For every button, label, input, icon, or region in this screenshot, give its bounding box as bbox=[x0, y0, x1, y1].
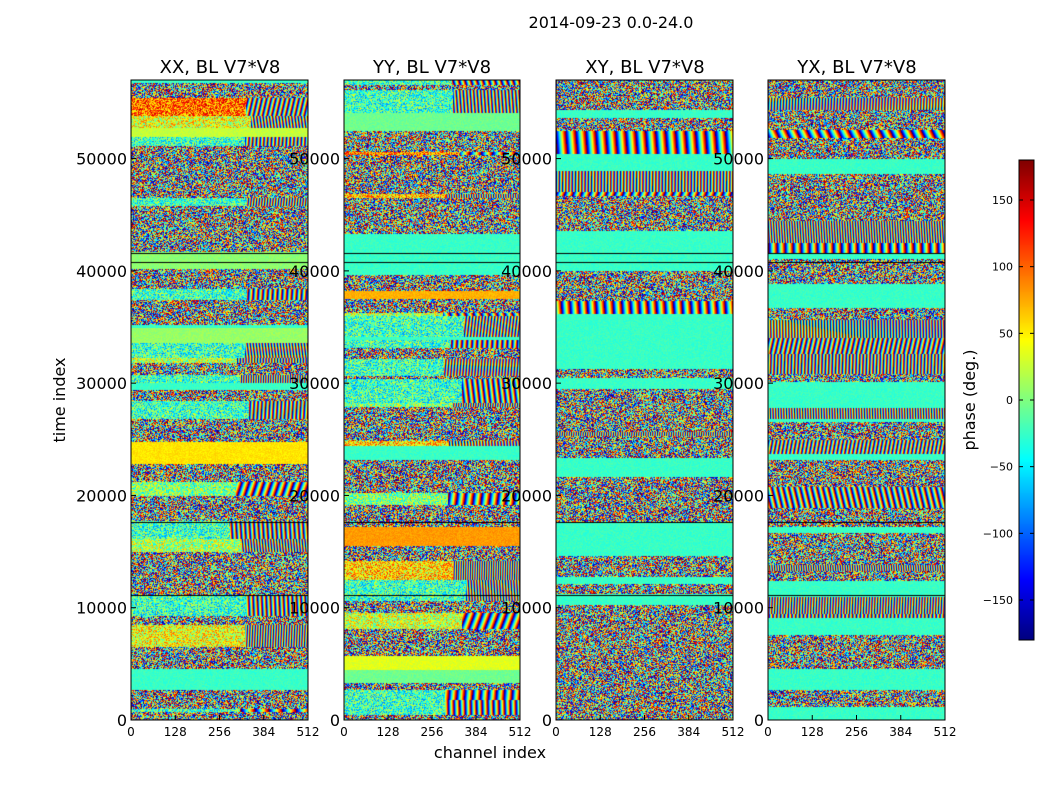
heatmap-panel-yx: YX, BL V7*V8 0 128 256 384 512 0 10000 20000 300… bbox=[713, 57, 956, 739]
x-tick-label: 512 bbox=[934, 725, 957, 739]
y-axis-label: time index bbox=[50, 357, 69, 442]
x-tick-label: 256 bbox=[845, 725, 868, 739]
colorbar-tick-label: 150 bbox=[992, 194, 1013, 207]
x-tick-label: 512 bbox=[509, 725, 532, 739]
y-tick-label: 40000 bbox=[501, 262, 552, 281]
y-tick-label: 40000 bbox=[76, 262, 127, 281]
y-tick-label: 10000 bbox=[289, 599, 340, 618]
x-axis-label: channel index bbox=[434, 743, 546, 762]
y-tick-label: 0 bbox=[754, 711, 764, 730]
heatmap-image bbox=[344, 80, 520, 720]
x-tick-label: 0 bbox=[340, 725, 348, 739]
x-tick-label: 128 bbox=[377, 725, 400, 739]
colorbar-tick-label: 50 bbox=[999, 327, 1013, 340]
x-tick-label: 128 bbox=[801, 725, 824, 739]
x-tick-label: 128 bbox=[589, 725, 612, 739]
heatmap-panel-yy: YY, BL V7*V8 0 128 256 384 512 0 10000 20000 300… bbox=[289, 57, 531, 739]
colorbar-tick-label: 0 bbox=[1006, 394, 1013, 407]
y-tick-label: 40000 bbox=[713, 262, 764, 281]
panel-title: YX, BL V7*V8 bbox=[796, 57, 916, 78]
y-tick-label: 20000 bbox=[713, 486, 764, 505]
y-tick-label: 0 bbox=[542, 711, 552, 730]
y-tick-label: 50000 bbox=[501, 150, 552, 169]
heatmap-image bbox=[131, 80, 308, 720]
y-tick-label: 30000 bbox=[76, 374, 127, 393]
heatmap-image bbox=[768, 80, 945, 720]
y-tick-label: 20000 bbox=[76, 486, 127, 505]
x-tick-label: 256 bbox=[421, 725, 444, 739]
colorbar-gradient bbox=[1019, 160, 1034, 640]
y-tick-label: 20000 bbox=[289, 486, 340, 505]
x-tick-label: 256 bbox=[208, 725, 231, 739]
x-tick-label: 128 bbox=[164, 725, 187, 739]
x-tick-label: 384 bbox=[465, 725, 488, 739]
y-tick-label: 30000 bbox=[713, 374, 764, 393]
colorbar-tick-label: 100 bbox=[992, 261, 1013, 274]
colorbar: −150 −100 −50 0 50 100 150 phase (deg.) bbox=[960, 159, 1035, 641]
y-tick-label: 50000 bbox=[289, 150, 340, 169]
y-tick-label: 10000 bbox=[713, 599, 764, 618]
colorbar-tick-label: −150 bbox=[983, 594, 1013, 607]
heatmap-panel-xx: XX, BL V7*V8 0 128 256 384 512 0 10000 20000 300… bbox=[76, 57, 319, 739]
x-tick-label: 384 bbox=[252, 725, 275, 739]
x-tick-label: 384 bbox=[677, 725, 700, 739]
x-tick-label: 384 bbox=[889, 725, 912, 739]
colorbar-tick-label: −50 bbox=[990, 461, 1013, 474]
colorbar-tick-label: −100 bbox=[983, 527, 1013, 540]
x-tick-label: 0 bbox=[552, 725, 560, 739]
x-tick-label: 512 bbox=[722, 725, 745, 739]
x-tick-label: 0 bbox=[764, 725, 772, 739]
y-tick-label: 50000 bbox=[76, 150, 127, 169]
panel-title: XY, BL V7*V8 bbox=[585, 57, 704, 78]
colorbar-label: phase (deg.) bbox=[960, 349, 979, 450]
x-tick-label: 256 bbox=[633, 725, 656, 739]
x-tick-label: 0 bbox=[127, 725, 135, 739]
y-tick-label: 30000 bbox=[289, 374, 340, 393]
y-tick-label: 20000 bbox=[501, 486, 552, 505]
panel-title: XX, BL V7*V8 bbox=[160, 57, 281, 78]
heatmap-panel-xy: XY, BL V7*V8 0 128 256 384 512 0 10000 20000 300… bbox=[501, 57, 744, 739]
panel-title: YY, BL V7*V8 bbox=[372, 57, 491, 78]
y-tick-label: 0 bbox=[117, 711, 127, 730]
x-tick-label: 512 bbox=[297, 725, 320, 739]
y-tick-label: 30000 bbox=[501, 374, 552, 393]
figure-title: 2014-09-23 0.0-24.0 bbox=[529, 13, 694, 32]
y-tick-label: 10000 bbox=[76, 599, 127, 618]
y-tick-label: 0 bbox=[330, 711, 340, 730]
y-tick-label: 40000 bbox=[289, 262, 340, 281]
heatmap-image bbox=[556, 80, 733, 720]
y-tick-label: 50000 bbox=[713, 150, 764, 169]
y-tick-label: 10000 bbox=[501, 599, 552, 618]
